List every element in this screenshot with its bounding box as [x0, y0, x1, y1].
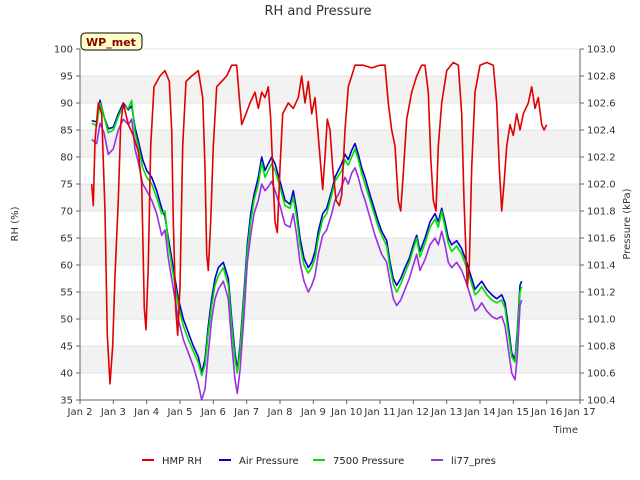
left-tick-label: 55: [60, 288, 73, 299]
series-line-7500-pressure: [91, 99, 523, 377]
grid-band: [80, 346, 580, 373]
right-tick-label: 102.6: [587, 99, 616, 110]
series-lines: [90, 61, 548, 401]
plot-area: [80, 49, 580, 400]
left-tick-label: 95: [60, 72, 73, 83]
x-tick-label: Jan 10: [330, 407, 362, 418]
left-tick-label: 50: [60, 315, 73, 326]
right-tick-label: 101.4: [587, 261, 616, 272]
series-line-air-pressure: [91, 99, 523, 374]
left-tick-label: 80: [60, 153, 73, 164]
right-tick-label: 101.2: [587, 288, 616, 299]
x-axis-title: Time: [553, 425, 578, 436]
x-axis: Jan 2 Jan 3 Jan 4 Jan 5 Jan 6 Jan 7 Jan 8 Jan 9…: [67, 400, 596, 418]
right-tick-label: 102.2: [587, 153, 616, 164]
series-line-li77-pres: [91, 118, 523, 401]
right-tick-label: 101.6: [587, 234, 616, 245]
right-tick-label: 100.6: [587, 369, 616, 380]
x-tick-label: Jan 16: [530, 407, 562, 418]
right-y-axis: 100.4 100.6 100.8 101.0 101.2 101.4 101.6 101.8…: [580, 45, 616, 407]
left-y-axis: 35 40 45 50 55 60 65 70 75 80 85 90 95 100: [54, 45, 80, 407]
right-tick-label: 102.4: [587, 126, 616, 137]
grid: [80, 48, 580, 401]
left-tick-label: 70: [60, 207, 73, 218]
legend-label: li77_pres: [451, 456, 496, 467]
left-tick-label: 65: [60, 234, 73, 245]
legend-label: HMP RH: [162, 456, 202, 467]
right-tick-label: 101.8: [587, 207, 616, 218]
right-tick-label: 100.8: [587, 342, 616, 353]
right-tick-label: 102.0: [587, 180, 616, 191]
legend: HMP RH Air Pressure 7500 Pressure li77_pres: [142, 456, 496, 467]
right-tick-label: 103.0: [587, 45, 616, 56]
x-tick-label: Jan 2: [67, 407, 93, 418]
right-tick-label: 101.0: [587, 315, 616, 326]
x-tick-label: Jan 6: [200, 407, 226, 418]
x-tick-label: Jan 7: [233, 407, 259, 418]
axes: [79, 49, 581, 401]
series-line-hmp-rh: [90, 61, 548, 385]
x-tick-label: Jan 13: [430, 407, 462, 418]
x-tick-label: Jan 8: [267, 407, 293, 418]
chart-title: RH and Pressure: [264, 4, 371, 19]
grid-band: [80, 76, 580, 103]
left-tick-label: 35: [60, 396, 73, 407]
legend-label: Air Pressure: [239, 456, 299, 467]
right-tick-label: 102.8: [587, 72, 616, 83]
x-tick-label: Jan 11: [363, 407, 395, 418]
legend-label: 7500 Pressure: [333, 456, 404, 467]
x-tick-label: Jan 12: [397, 407, 429, 418]
left-tick-label: 45: [60, 342, 73, 353]
site-badge-label: WP_met: [86, 36, 136, 49]
left-y-axis-title: RH (%): [10, 206, 21, 241]
x-tick-label: Jan 15: [497, 407, 529, 418]
left-tick-label: 90: [60, 99, 73, 110]
x-tick-label: Jan 14: [463, 407, 495, 418]
left-tick-label: 75: [60, 180, 73, 191]
right-y-axis-title: Pressure (kPa): [622, 188, 633, 259]
right-tick-label: 100.4: [587, 396, 616, 407]
grid-band: [80, 292, 580, 319]
x-tick-label: Jan 3: [100, 407, 126, 418]
left-tick-label: 60: [60, 261, 73, 272]
x-tick-label: Jan 9: [300, 407, 326, 418]
x-tick-label: Jan 17: [563, 407, 595, 418]
left-tick-label: 85: [60, 126, 73, 137]
site-badge-box: [80, 32, 143, 51]
left-tick-label: 40: [60, 369, 73, 380]
x-tick-label: Jan 4: [133, 407, 159, 418]
x-tick-label: Jan 5: [167, 407, 193, 418]
left-tick-label: 100: [54, 45, 73, 56]
site-badge: WP_met: [80, 32, 143, 51]
grid-band: [80, 238, 580, 265]
